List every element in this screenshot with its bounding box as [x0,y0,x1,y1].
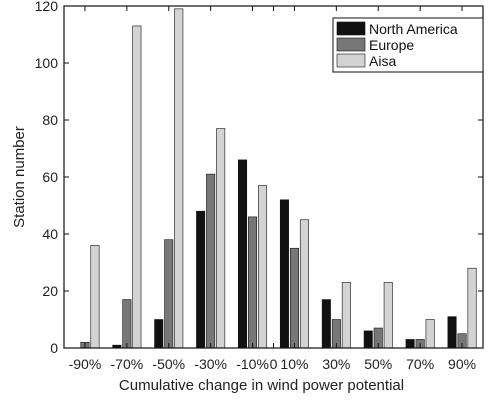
y-tick-label: 60 [42,169,58,185]
bar-north-america-6 [321,299,331,349]
legend-label: Europe [369,37,414,53]
x-tick-label: 10% [280,356,308,372]
legend-label: Aisa [369,53,396,69]
legend-swatch-europe [336,37,366,52]
bar-aisa-6 [341,282,351,349]
bar-aisa-2 [174,8,184,349]
bar-north-america-7 [363,330,373,349]
bar-aisa-9 [467,267,477,349]
x-tick-label: -10% [236,356,269,372]
bar-aisa-4 [258,185,268,349]
bar-aisa-8 [425,319,435,349]
legend-swatch-north-america [336,21,366,36]
y-tick-label: 0 [50,340,58,356]
bar-north-america-5 [279,199,289,349]
x-tick-label: 50% [364,356,392,372]
bar-aisa-1 [132,25,142,349]
y-tick-label: 80 [42,112,58,128]
y-tick-label: 100 [35,55,59,71]
bar-europe-5 [289,247,299,349]
bar-north-america-9 [447,316,457,349]
bar-aisa-7 [383,282,393,349]
x-tick-label: -30% [194,356,227,372]
legend-swatch-aisa [336,53,366,68]
x-axis-label: Cumulative change in wind power potentia… [119,377,404,394]
bar-north-america-8 [405,339,415,349]
y-tick-label: 40 [42,226,58,242]
x-tick-label: 70% [406,356,434,372]
x-tick-label: -70% [111,356,144,372]
bar-europe-2 [164,239,174,349]
legend-label: North America [369,21,458,37]
bar-aisa-5 [299,219,309,349]
bar-north-america-3 [196,210,206,349]
x-tick-label: 30% [322,356,350,372]
x-tick-label: -50% [152,356,185,372]
bar-aisa-3 [216,128,226,349]
y-tick-label: 120 [35,0,59,14]
x-tick-label: 90% [448,356,476,372]
bars-group [80,8,477,349]
y-tick-label: 20 [42,283,58,299]
bar-north-america-2 [154,319,164,349]
bar-europe-4 [248,216,258,349]
bar-europe-1 [122,299,132,349]
x-tick-label: 0 [270,356,278,372]
bar-aisa-0 [90,245,100,349]
y-axis: 0 20 40 60 80 100 120 [35,0,483,356]
bar-north-america-4 [238,159,248,349]
x-axis: -90% -70% -50% -30% -10% 0 10% 30% 50% 70% 90% [69,6,476,372]
y-axis-label: Station number [11,126,28,228]
x-tick-label: -90% [69,356,102,372]
bar-europe-3 [206,173,216,349]
